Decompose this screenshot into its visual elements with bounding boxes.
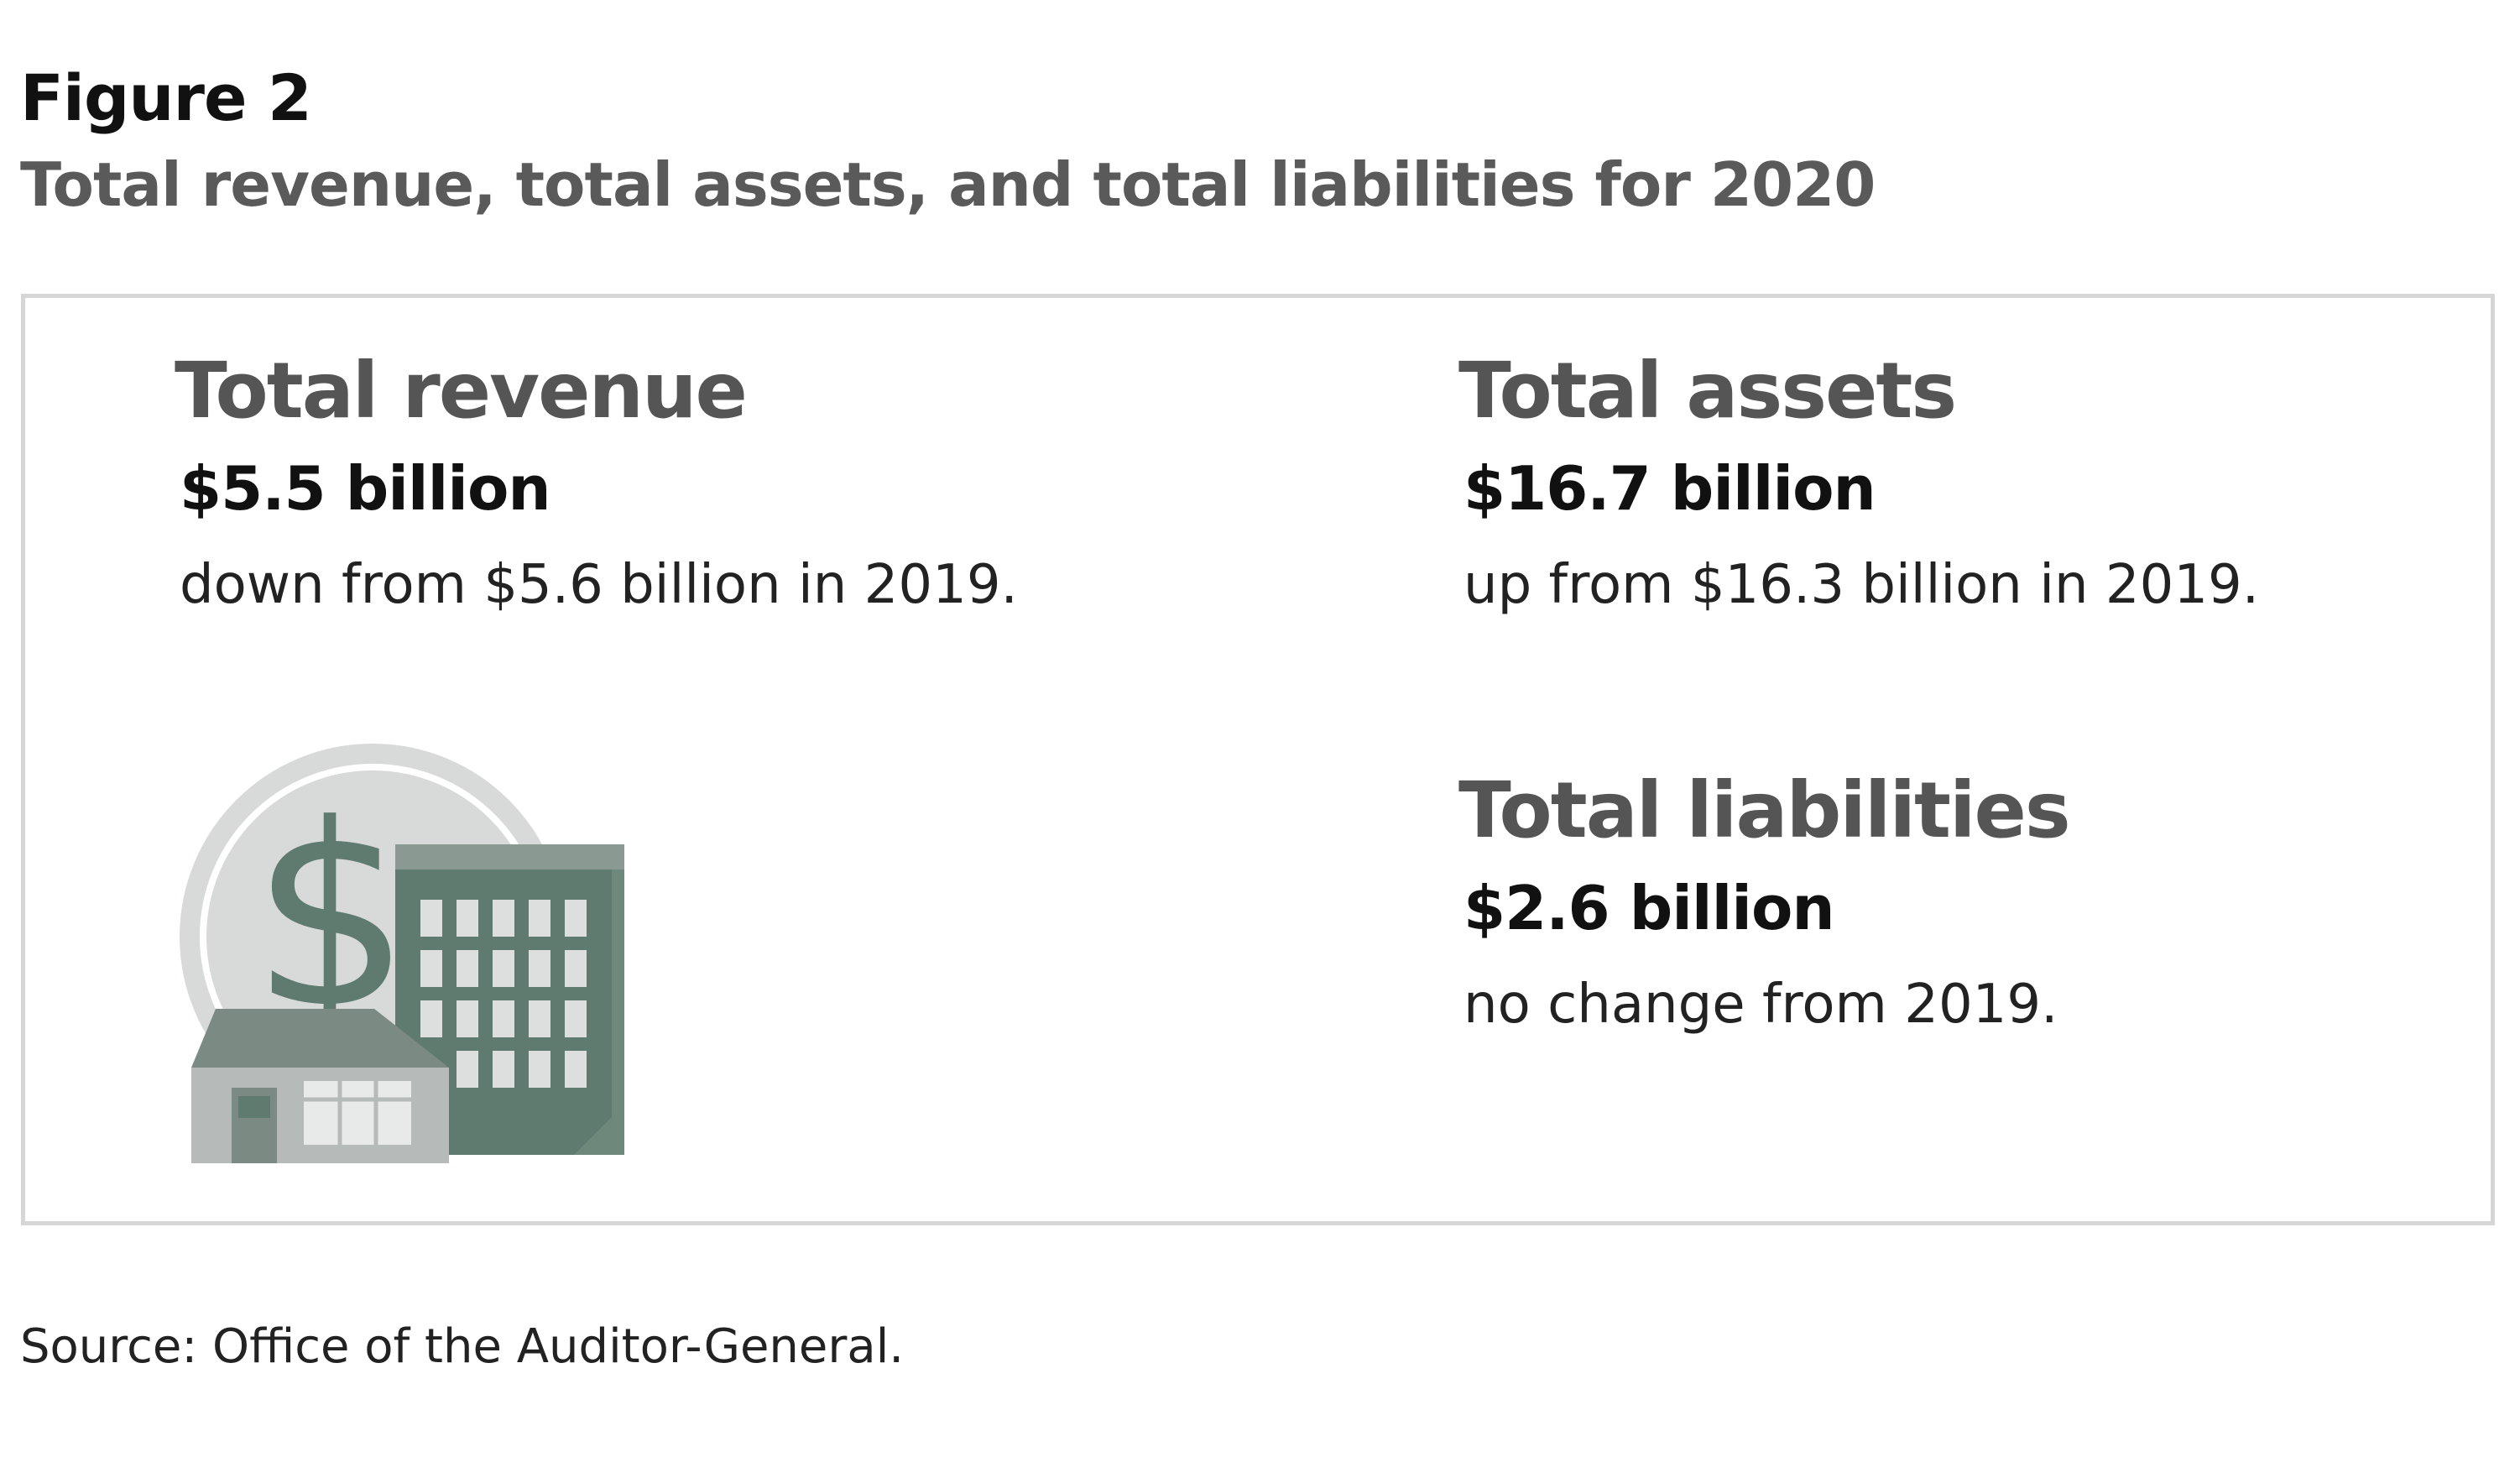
metric-heading: Total assets	[1458, 346, 1957, 436]
metric-change: no change from 2019.	[1463, 974, 2058, 1036]
source-note: Source: Office of the Auditor-General.	[20, 1319, 905, 1374]
metric-change: down from $5.6 billion in 2019.	[180, 554, 1018, 616]
house-icon	[191, 1009, 449, 1163]
metric-change: up from $16.3 billion in 2019.	[1463, 554, 2260, 616]
metric-heading: Total revenue	[175, 346, 748, 436]
figure-title: Total revenue, total assets, and total l…	[20, 149, 1876, 220]
metric-heading: Total liabilities	[1458, 765, 2071, 855]
summary-panel	[21, 294, 2495, 1225]
coin-and-buildings-icon: $	[180, 744, 624, 1163]
metric-value: $16.7 billion	[1463, 453, 1876, 524]
metric-value: $5.5 billion	[180, 453, 551, 524]
figure-label: Figure 2	[20, 60, 312, 135]
metric-value: $2.6 billion	[1463, 873, 1835, 943]
